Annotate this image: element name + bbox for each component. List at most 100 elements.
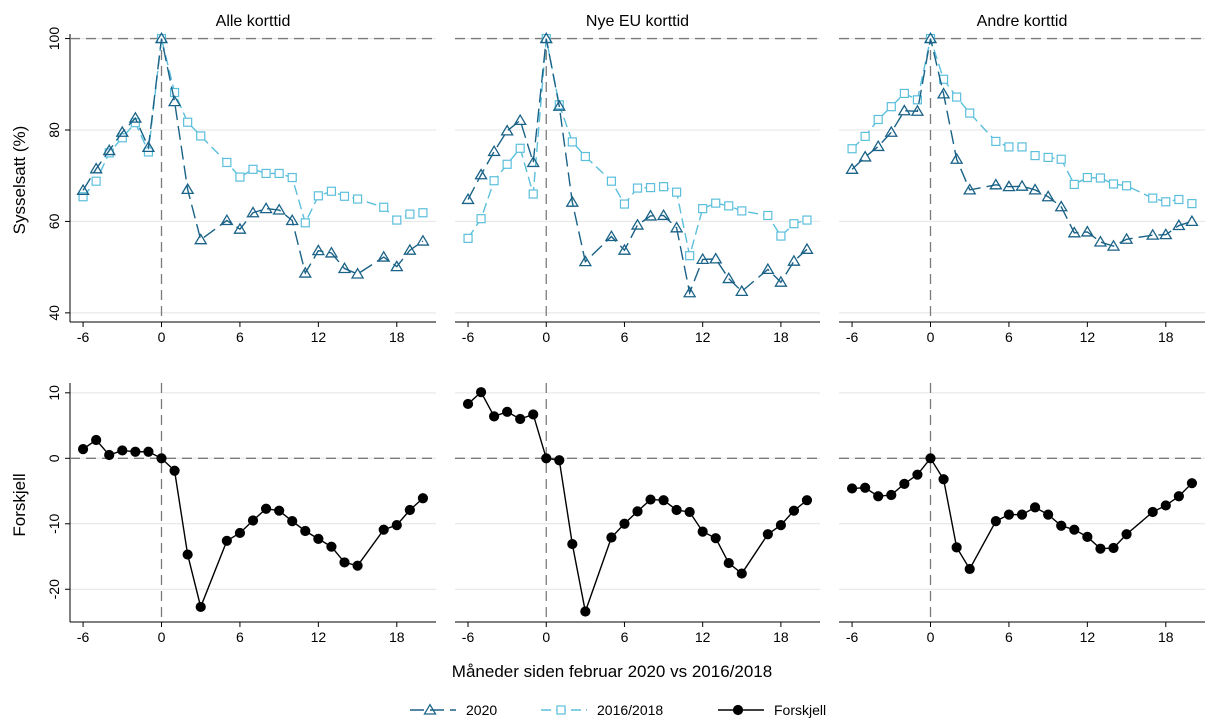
panel-1-row-0: -6 0 6 12 18 [455,31,820,345]
data-point [886,102,896,112]
data-point [117,445,128,456]
data-point [417,493,429,504]
data-point [91,434,102,446]
data-point [154,31,169,44]
data-point [697,526,708,537]
data-point [884,125,898,137]
data-point [515,143,525,153]
data-point [541,453,552,464]
data-point [991,136,1001,147]
x-tick-label: 6 [236,629,244,645]
data-point [156,453,167,464]
series-line [467,38,808,296]
data-point [552,99,566,111]
legend-label: Forskjell [774,702,826,718]
data-point [578,255,592,267]
data-point [1187,199,1197,209]
data-point [763,210,773,221]
data-point [762,529,773,540]
data-point [683,286,697,298]
data-point [390,260,404,272]
data-point [143,446,154,457]
data-point [1161,197,1171,207]
panel-1-row-1: -6 0 6 12 18 [455,383,820,645]
x-tick-label: -6 [462,329,475,345]
data-point [1080,225,1094,237]
data-point [195,601,206,613]
data-point [502,159,512,169]
x-tick-label: -6 [77,329,90,345]
data-point [845,162,859,174]
data-point [528,189,538,199]
data-point [1160,500,1171,511]
data-point [963,183,977,195]
data-point [324,246,339,258]
data-point [910,104,925,116]
data-point [1029,502,1041,513]
data-point [580,151,590,162]
data-point [860,131,870,141]
data-point [117,133,127,143]
data-point [141,140,156,152]
data-point [1004,142,1014,152]
data-point [1054,200,1068,212]
data-point [925,453,936,464]
data-point [950,152,964,164]
data-point [352,560,363,571]
data-point [775,519,786,531]
data-point [1002,180,1016,192]
x-tick-label: 18 [389,329,405,345]
panel-0-row-0: -6 0 6 12 18 40 60 80 100 [46,27,436,345]
data-point [886,489,897,501]
data-point [630,218,645,230]
data-point [761,262,775,275]
data-point [873,491,884,502]
data-point [1069,179,1079,189]
data-point [1148,193,1158,203]
data-point [259,202,273,214]
x-tick-label: 0 [158,329,166,345]
y-axis-label-bottom: Forskjell [10,473,29,536]
data-point [1106,239,1121,251]
series-line [851,35,1193,205]
data-point [274,168,284,179]
data-point [528,409,539,420]
data-point [802,215,812,225]
series-2020 [461,31,814,298]
data-point [632,183,643,193]
data-point [104,449,115,461]
x-tick-label: 12 [1080,329,1096,345]
data-point [1015,179,1029,191]
data-point [234,527,246,539]
y-tick-label: -20 [46,579,62,599]
y-tick-label: 10 [46,385,62,401]
data-point [873,114,883,125]
legend-label: 2020 [466,702,497,718]
data-point [500,124,514,136]
series-line [467,391,808,615]
data-point [710,533,721,544]
panel-2-row-0: -6 0 6 12 18 [839,31,1205,345]
data-point [1028,183,1042,195]
data-point [489,176,499,186]
data-point [964,563,975,575]
data-point [513,113,527,126]
data-point [685,251,695,261]
data-point [287,516,298,527]
data-point [567,137,577,147]
data-point [416,234,430,246]
data-point [672,187,682,197]
series-line [851,38,1193,247]
series-Forskjell [462,387,813,617]
data-point [737,206,747,216]
x-tick-label: -6 [462,629,475,645]
data-point [1041,190,1055,202]
data-point [221,535,232,546]
legend-item-2: Forskjell [718,702,826,718]
data-point [169,465,180,476]
data-point [89,162,103,174]
data-point [378,524,389,535]
data-point [606,532,617,543]
data-point [285,213,299,226]
data-point [274,505,285,516]
